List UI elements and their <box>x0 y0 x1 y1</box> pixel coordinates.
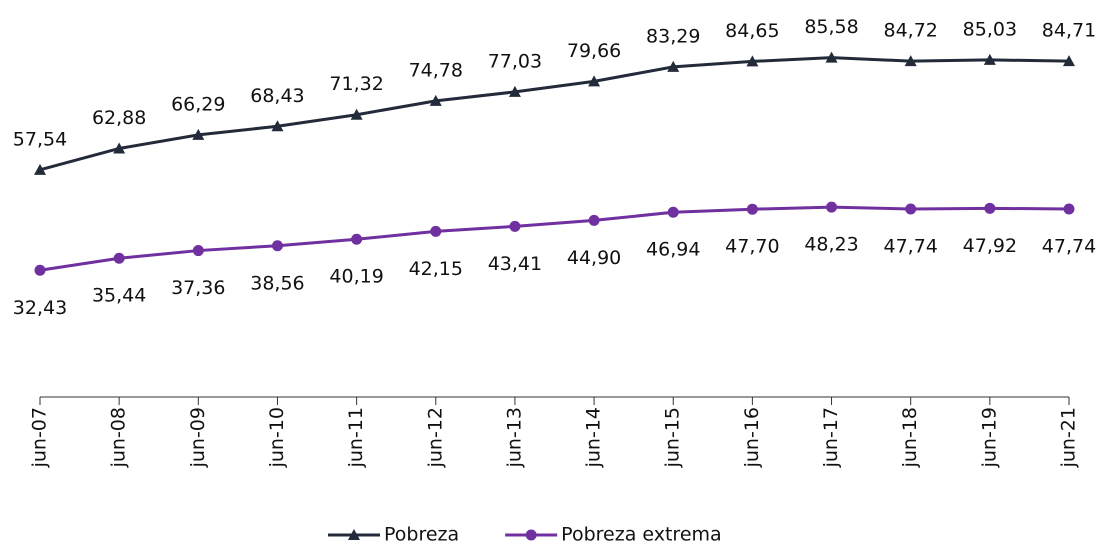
data-point <box>192 128 205 140</box>
data-label: 46,94 <box>646 239 700 261</box>
x-tick-label: jun-15 <box>662 407 684 468</box>
data-point <box>113 142 126 154</box>
data-label: 84,72 <box>883 20 937 42</box>
series-line <box>39 56 1070 172</box>
data-label: 32,43 <box>13 297 67 319</box>
x-tick-label: jun-07 <box>29 407 51 468</box>
data-label: 40,19 <box>329 266 383 288</box>
data-point <box>746 55 759 67</box>
data-label: 44,90 <box>567 247 621 269</box>
data-label: 62,88 <box>92 107 146 129</box>
x-tick-label: jun-16 <box>741 407 763 468</box>
series-line <box>39 205 1070 272</box>
legend-label: Pobreza extrema <box>561 524 722 546</box>
data-label: 57,54 <box>13 128 67 150</box>
data-point <box>826 201 838 213</box>
data-point <box>1063 203 1075 215</box>
data-point <box>350 108 363 120</box>
data-point <box>430 225 442 237</box>
data-label: 38,56 <box>250 272 304 294</box>
data-label: 66,29 <box>171 93 225 115</box>
data-label: 85,03 <box>963 18 1017 40</box>
legend-label: Pobreza <box>384 524 459 546</box>
data-label: 83,29 <box>646 25 700 47</box>
data-point <box>983 53 996 65</box>
data-label: 77,03 <box>488 50 542 72</box>
data-point <box>667 206 679 218</box>
data-point <box>34 264 46 276</box>
data-point <box>34 163 46 175</box>
x-tick-label: jun-14 <box>583 407 605 468</box>
data-label: 48,23 <box>804 234 858 256</box>
data-point <box>271 240 283 252</box>
x-tick-label: jun-18 <box>899 407 921 468</box>
data-point <box>905 203 917 215</box>
data-point <box>508 85 521 97</box>
x-tick-label: jun-08 <box>108 407 130 468</box>
data-label: 84,65 <box>725 20 779 42</box>
data-label: 37,36 <box>171 277 225 299</box>
data-point <box>667 60 680 72</box>
data-point <box>984 202 996 214</box>
data-label: 85,58 <box>804 16 858 38</box>
data-point <box>113 252 125 264</box>
legend-marker <box>525 529 537 541</box>
x-tick-label: jun-19 <box>978 407 1000 468</box>
data-label: 79,66 <box>567 40 621 62</box>
data-label: 35,44 <box>92 285 146 307</box>
x-tick-label: jun-13 <box>503 407 525 468</box>
x-tick-label: jun-10 <box>266 407 288 468</box>
x-tick-label: jun-21 <box>1058 407 1080 468</box>
data-label: 47,70 <box>725 236 779 258</box>
data-point <box>509 220 521 232</box>
data-label: 47,74 <box>1042 236 1096 258</box>
data-label: 84,71 <box>1042 20 1096 42</box>
data-label: 47,92 <box>963 235 1017 257</box>
data-point <box>192 245 204 257</box>
data-point <box>429 94 442 106</box>
data-point <box>1063 55 1075 67</box>
x-tick-label: jun-11 <box>345 407 367 468</box>
x-tick-label: jun-09 <box>187 407 209 468</box>
data-point <box>271 120 284 132</box>
legend-marker <box>348 529 360 540</box>
data-label: 47,74 <box>883 236 937 258</box>
data-point <box>351 233 363 245</box>
data-label: 74,78 <box>409 59 463 81</box>
data-point <box>825 51 838 63</box>
data-point <box>746 203 758 215</box>
data-label: 43,41 <box>488 253 542 275</box>
data-point <box>904 55 917 67</box>
x-tick-label: jun-12 <box>424 407 446 468</box>
data-label: 42,15 <box>409 258 463 280</box>
data-label: 68,43 <box>250 85 304 107</box>
x-tick-label: jun-17 <box>820 407 842 468</box>
data-label: 71,32 <box>329 73 383 95</box>
data-point <box>588 214 600 226</box>
data-point <box>588 75 601 87</box>
